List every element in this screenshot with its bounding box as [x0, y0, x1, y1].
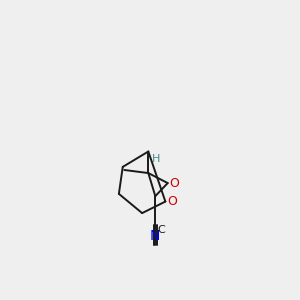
- Text: O: O: [167, 195, 177, 208]
- Text: H: H: [152, 154, 160, 164]
- Text: O: O: [169, 177, 179, 190]
- Text: N: N: [150, 229, 160, 243]
- Text: C: C: [158, 225, 165, 236]
